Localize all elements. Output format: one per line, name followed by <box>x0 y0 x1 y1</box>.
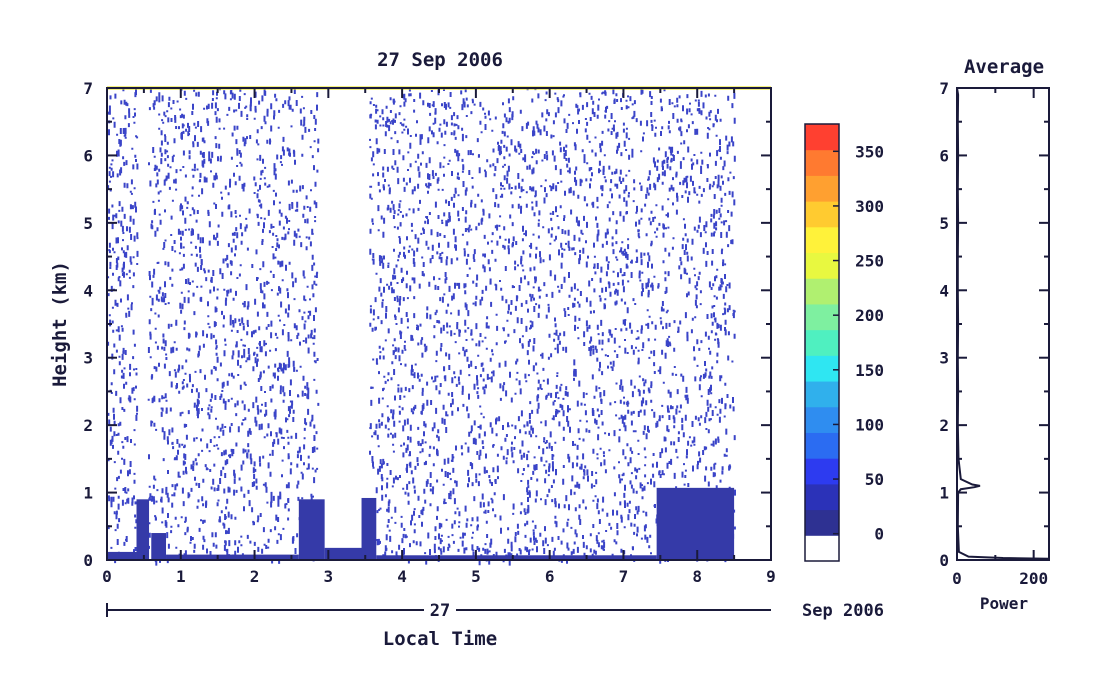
average-x-axis-label: Power <box>980 594 1028 613</box>
colorbar-segment <box>805 381 839 408</box>
x-tick-label: 6 <box>545 567 555 586</box>
colorbar-tick-label: 150 <box>855 361 884 380</box>
colorbar-segment <box>805 483 839 511</box>
y-tick-label: 6 <box>83 146 93 165</box>
y-tick-label: 7 <box>83 79 93 98</box>
colorbar-segment <box>805 303 839 331</box>
average-x-tick-label: 0 <box>952 569 962 588</box>
main-title: 27 Sep 2006 <box>377 49 503 71</box>
colorbar-segment <box>805 458 839 485</box>
y-axis: 0 1 2 3 4 5 6 7 <box>83 79 771 570</box>
x-tick-label: 7 <box>619 567 629 586</box>
colorbar-segment <box>805 175 839 202</box>
y-tick-label: 2 <box>83 416 93 435</box>
colorbar-segment <box>805 432 839 459</box>
colorbar-segment <box>805 149 839 176</box>
average-x-axis: 0 200 <box>952 88 1048 588</box>
x-tick-label: 2 <box>250 567 260 586</box>
colorbar-segment <box>805 406 839 433</box>
x-tick-label: 3 <box>324 567 334 586</box>
colorbar <box>805 124 839 562</box>
heatmap-plot-area <box>107 86 771 566</box>
average-title: Average <box>964 56 1044 78</box>
average-y-tick-label: 5 <box>939 214 949 233</box>
y-axis-label: Height (km) <box>49 261 71 387</box>
y-tick-label: 0 <box>83 551 93 570</box>
dense-region-8 <box>656 487 735 560</box>
average-x-tick-label: 200 <box>1019 569 1048 588</box>
y-tick-label: 5 <box>83 214 93 233</box>
date-day-label: 27 <box>430 601 450 621</box>
colorbar-segment <box>805 355 839 382</box>
x-tick-label: 8 <box>692 567 702 586</box>
colorbar-tick-label: 100 <box>855 415 884 434</box>
x-axis-label: Local Time <box>383 628 497 650</box>
colorbar-segment <box>805 124 839 151</box>
average-y-tick-label: 4 <box>939 281 949 300</box>
y-tick-label: 1 <box>83 484 93 503</box>
date-month-year-label: Sep 2006 <box>802 601 884 621</box>
colorbar-tick-label: 250 <box>855 252 884 271</box>
colorbar-segment <box>805 226 839 254</box>
colorbar-ticks: 0 50 100 150 200 250 300 350 <box>833 142 884 544</box>
y-tick-label: 3 <box>83 349 93 368</box>
average-y-axis: 0 1 2 3 4 5 6 7 <box>939 79 1049 570</box>
heatmap-dense-regions <box>107 487 735 560</box>
dense-region-2 <box>151 533 167 560</box>
dense-region-7 <box>376 555 657 560</box>
average-y-tick-label: 0 <box>939 551 949 570</box>
dense-region-1 <box>136 499 150 560</box>
dense-region-6 <box>361 497 377 560</box>
colorbar-tick-label: 0 <box>874 525 884 544</box>
colorbar-segment <box>805 329 839 356</box>
average-y-tick-label: 6 <box>939 146 949 165</box>
colorbar-segment <box>805 278 839 305</box>
colorbar-tick-label: 50 <box>865 470 884 489</box>
x-axis: 0 1 2 3 4 5 6 7 8 9 <box>102 88 776 586</box>
dense-region-5 <box>324 547 366 560</box>
dense-region-0 <box>107 551 137 560</box>
dense-region-3 <box>166 554 299 560</box>
date-label-bg <box>424 601 456 619</box>
dense-region-4 <box>298 499 325 560</box>
average-plot-background <box>957 88 1049 560</box>
colorbar-segment <box>805 509 839 536</box>
colorbar-segment <box>805 535 839 562</box>
colorbar-tick-label: 300 <box>855 197 884 216</box>
colorbar-tick-label: 350 <box>855 142 884 161</box>
y-tick-label: 4 <box>83 281 93 300</box>
colorbar-segment <box>805 201 839 228</box>
x-tick-label: 0 <box>102 567 112 586</box>
colorbar-segment <box>805 252 839 279</box>
average-y-tick-label: 1 <box>939 484 949 503</box>
x-tick-label: 1 <box>176 567 186 586</box>
colorbar-frame <box>804 123 840 562</box>
x-tick-label: 4 <box>397 567 407 586</box>
average-y-tick-label: 7 <box>939 79 949 98</box>
average-y-tick-label: 3 <box>939 349 949 368</box>
colorbar-tick-label: 200 <box>855 306 884 325</box>
x-tick-label: 9 <box>766 567 776 586</box>
average-y-tick-label: 2 <box>939 416 949 435</box>
x-tick-label: 5 <box>471 567 481 586</box>
